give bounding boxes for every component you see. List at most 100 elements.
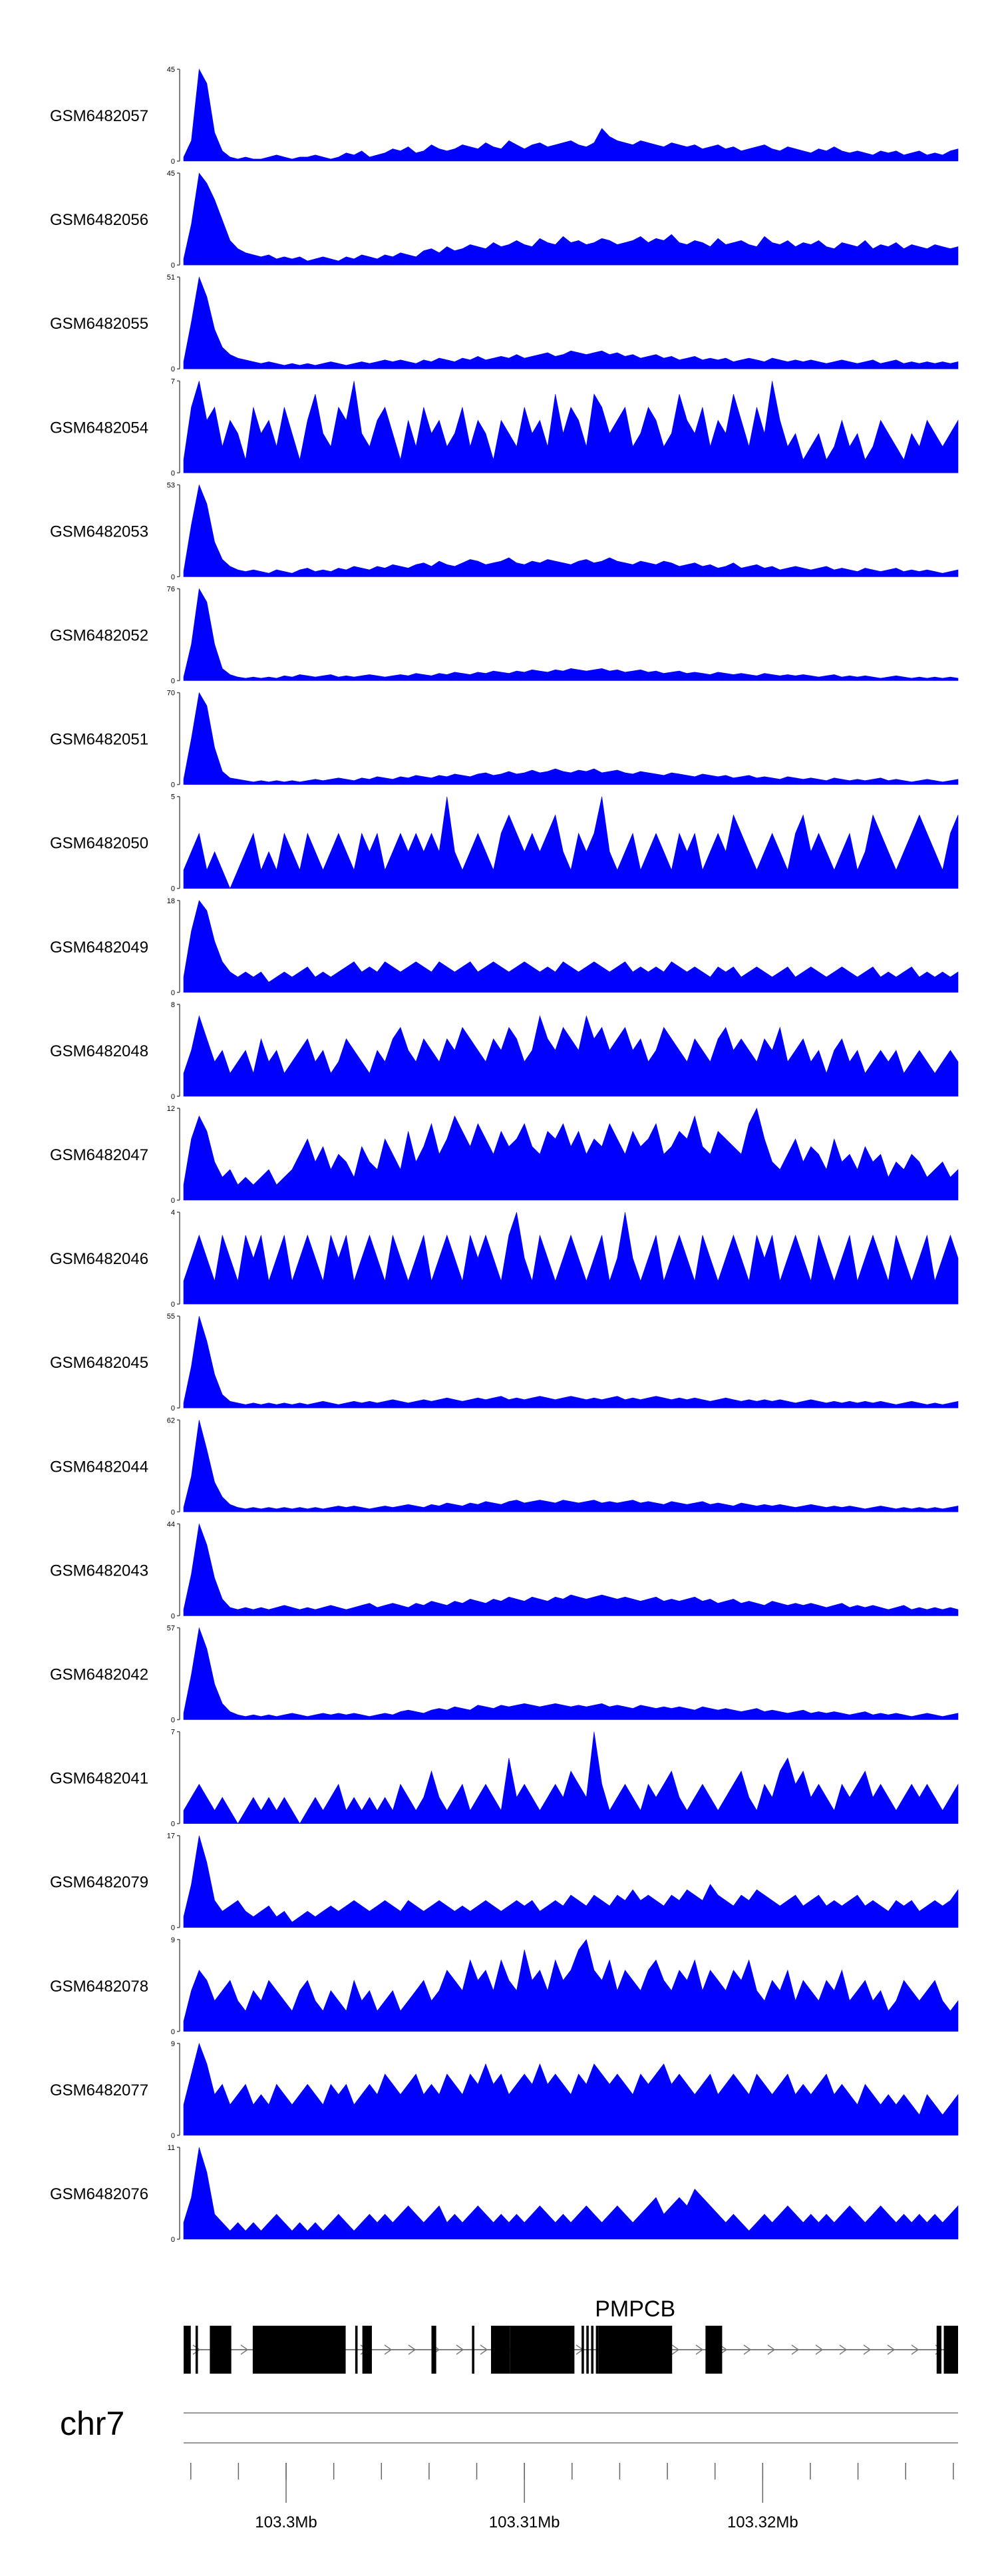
track-y-tick-label-min: 0 bbox=[171, 1717, 175, 1725]
axis-tick-label: 103.31Mb bbox=[489, 2513, 560, 2531]
coverage-area bbox=[183, 484, 959, 577]
axis-major-ticks: 103.3Mb 103.31Mb 103.32Mb bbox=[255, 2463, 798, 2531]
strand-arrow bbox=[911, 2344, 919, 2355]
track-GSM6482056: GSM6482056 45 0 bbox=[50, 170, 959, 270]
track-label: GSM6482043 bbox=[50, 1562, 148, 1580]
track-y-tick-label-min: 0 bbox=[171, 1197, 175, 1205]
coverage-area bbox=[183, 1627, 959, 1720]
track-y-tick-label-min: 0 bbox=[171, 678, 175, 686]
coverage-area bbox=[183, 588, 959, 681]
gene-exons bbox=[184, 2326, 958, 2374]
track-GSM6482057: GSM6482057 45 0 bbox=[50, 66, 959, 166]
strand-arrow bbox=[863, 2344, 872, 2355]
track-y-tick-label-max: 9 bbox=[171, 1936, 175, 1944]
coverage-area bbox=[183, 1835, 959, 1928]
axis-minor-ticks bbox=[190, 2463, 954, 2479]
track-y-tick-label-max: 53 bbox=[167, 481, 175, 489]
track-GSM6482045: GSM6482045 55 0 bbox=[50, 1313, 959, 1412]
track-y-tick-label-min: 0 bbox=[171, 1821, 175, 1828]
gene-exon bbox=[431, 2326, 436, 2374]
track-label: GSM6482056 bbox=[50, 211, 148, 229]
track-label: GSM6482050 bbox=[50, 835, 148, 853]
track-GSM6482048: GSM6482048 8 0 bbox=[50, 1001, 959, 1101]
strand-arrow bbox=[839, 2344, 848, 2355]
track-y-tick-label-max: 12 bbox=[167, 1105, 175, 1113]
track-y-tick-label-max: 62 bbox=[167, 1416, 175, 1424]
track-y-tick-label-max: 11 bbox=[168, 2144, 175, 2152]
track-y-tick-label-min: 0 bbox=[171, 1301, 175, 1309]
track-y-tick-label-min: 0 bbox=[171, 2236, 175, 2244]
track-GSM6482053: GSM6482053 53 0 bbox=[50, 481, 959, 581]
coverage-area bbox=[183, 692, 959, 785]
genome-axis: 103.3Mb 103.31Mb 103.32Mb bbox=[190, 2463, 954, 2531]
strand-arrow bbox=[408, 2344, 416, 2355]
track-label: GSM6482077 bbox=[50, 2081, 148, 2099]
track-GSM6482055: GSM6482055 51 0 bbox=[50, 274, 959, 373]
strand-arrow bbox=[384, 2344, 393, 2355]
track-label: GSM6482051 bbox=[50, 731, 148, 749]
track-label: GSM6482041 bbox=[50, 1770, 148, 1788]
track-y-tick-label-min: 0 bbox=[171, 1093, 175, 1101]
coverage-area bbox=[183, 2147, 959, 2240]
track-label: GSM6482076 bbox=[50, 2185, 148, 2203]
track-y-tick-label-max: 45 bbox=[167, 66, 175, 74]
track-y-tick-label-max: 55 bbox=[167, 1313, 175, 1321]
track-y-tick-label-max: 51 bbox=[167, 274, 175, 282]
strand-arrow bbox=[887, 2344, 896, 2355]
gene-exon bbox=[936, 2326, 941, 2374]
track-y-tick-label-min: 0 bbox=[171, 365, 175, 373]
track-label: GSM6482079 bbox=[50, 1874, 148, 1892]
track-GSM6482052: GSM6482052 76 0 bbox=[50, 586, 959, 686]
gene-exon bbox=[184, 2326, 191, 2374]
gene-exon bbox=[362, 2326, 372, 2374]
strand-arrow bbox=[480, 2344, 488, 2355]
strand-arrow bbox=[767, 2344, 776, 2355]
gene-exon bbox=[710, 2326, 723, 2374]
track-label: GSM6482055 bbox=[50, 315, 148, 333]
track-y-tick-label-max: 9 bbox=[171, 2040, 175, 2048]
gene-exon bbox=[472, 2326, 474, 2374]
track-y-tick-label-min: 0 bbox=[171, 1924, 175, 1932]
coverage-area bbox=[183, 1316, 959, 1408]
track-y-tick-label-min: 0 bbox=[171, 989, 175, 997]
track-y-tick-label-min: 0 bbox=[171, 2028, 175, 2036]
gene-exon bbox=[195, 2326, 198, 2374]
track-GSM6482044: GSM6482044 62 0 bbox=[50, 1416, 959, 1516]
track-GSM6482079: GSM6482079 17 0 bbox=[50, 1832, 959, 1932]
track-label: GSM6482044 bbox=[50, 1458, 148, 1476]
track-y-tick-label-min: 0 bbox=[171, 2132, 175, 2140]
track-y-tick-label-max: 8 bbox=[171, 1001, 175, 1009]
track-label: GSM6482052 bbox=[50, 627, 148, 645]
strand-arrow bbox=[695, 2344, 704, 2355]
track-y-tick-label-max: 45 bbox=[167, 170, 175, 178]
track-y-tick-label-min: 0 bbox=[171, 1508, 175, 1516]
strand-arrow bbox=[815, 2344, 824, 2355]
gene-exon bbox=[591, 2326, 594, 2374]
track-y-tick-label-min: 0 bbox=[171, 1404, 175, 1412]
track-label: GSM6482057 bbox=[50, 107, 148, 125]
track-label: GSM6482053 bbox=[50, 523, 148, 540]
track-GSM6482042: GSM6482042 57 0 bbox=[50, 1625, 959, 1725]
coverage-area bbox=[183, 796, 959, 889]
coverage-area bbox=[183, 900, 959, 993]
gene-track: PMPCB bbox=[184, 2296, 958, 2374]
track-GSM6482054: GSM6482054 7 0 bbox=[50, 377, 959, 477]
chromosome-label: chr7 bbox=[60, 2405, 124, 2442]
track-y-tick-label-min: 0 bbox=[171, 262, 175, 270]
track-y-tick-label-min: 0 bbox=[171, 469, 175, 477]
gene-exon bbox=[586, 2326, 589, 2374]
axis-tick-label: 103.32Mb bbox=[727, 2513, 798, 2531]
axis-tick-label: 103.3Mb bbox=[255, 2513, 317, 2531]
coverage-tracks: GSM6482057450GSM6482056450GSM6482055510G… bbox=[50, 66, 959, 2244]
coverage-area bbox=[183, 1212, 959, 1305]
track-GSM6482051: GSM6482051 70 0 bbox=[50, 690, 959, 789]
track-y-tick-label-min: 0 bbox=[171, 885, 175, 893]
track-y-tick-label-max: 7 bbox=[171, 1729, 175, 1737]
coverage-area bbox=[183, 1108, 959, 1201]
track-GSM6482050: GSM6482050 5 0 bbox=[50, 793, 959, 893]
coverage-area bbox=[183, 276, 959, 369]
chromosome-ideogram: chr7 bbox=[60, 2405, 958, 2444]
track-GSM6482077: GSM6482077 9 0 bbox=[50, 2040, 959, 2140]
coverage-area bbox=[183, 1523, 959, 1616]
track-y-tick-label-max: 70 bbox=[167, 690, 175, 698]
